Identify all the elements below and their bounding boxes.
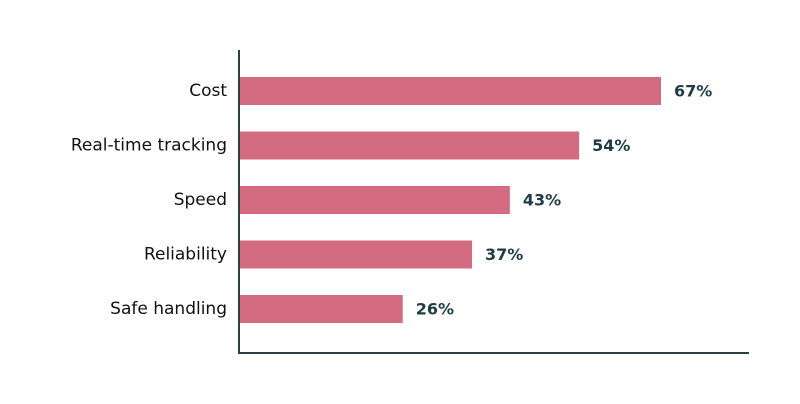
value-label: 43% — [523, 191, 561, 210]
bar-real-time-tracking — [240, 131, 580, 160]
value-label: 67% — [674, 82, 712, 101]
category-label: Real-time tracking — [71, 136, 227, 156]
value-label: 37% — [485, 245, 523, 264]
bar-safe-handling — [240, 295, 403, 323]
value-label: 26% — [416, 300, 454, 319]
value-label: 54% — [592, 136, 630, 155]
category-label: Reliability — [144, 245, 227, 265]
category-label: Safe handling — [110, 299, 227, 319]
bars-layer — [240, 77, 661, 323]
bar-reliability — [240, 240, 473, 269]
bar-cost — [240, 77, 661, 105]
category-label: Cost — [189, 81, 227, 101]
value-labels: 67% 54% 43% 37% 26% — [416, 82, 713, 319]
bar-speed — [240, 186, 510, 214]
category-labels: Cost Real-time tracking Speed Reliability Sa… — [71, 81, 227, 319]
category-label: Speed — [174, 190, 227, 210]
